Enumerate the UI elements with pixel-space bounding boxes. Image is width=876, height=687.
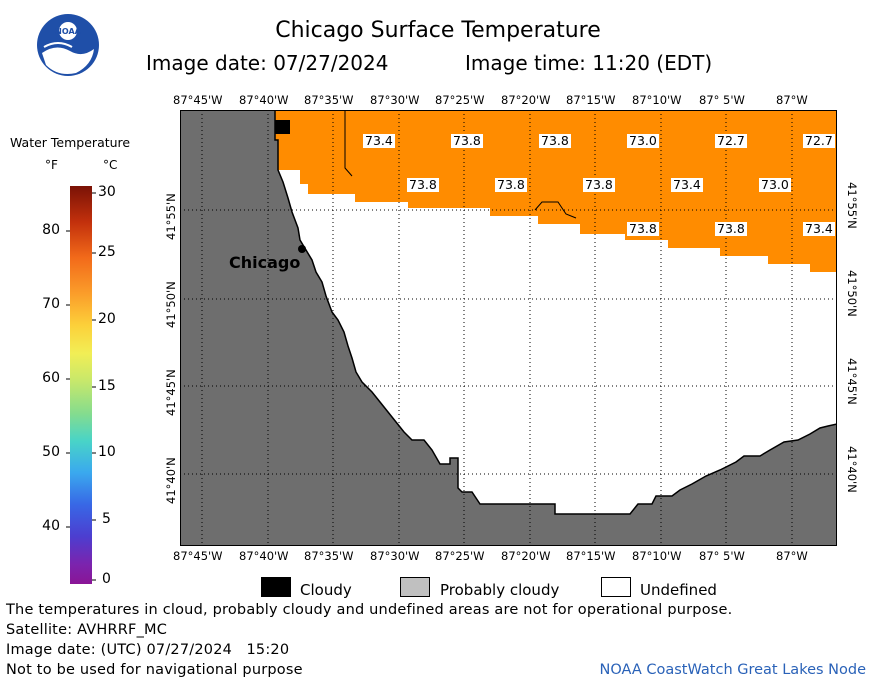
unit-fahrenheit: °F <box>45 158 58 172</box>
temperature-label: 72.7 <box>803 133 835 148</box>
scale-c-25: 25 <box>98 244 116 260</box>
latitude-label-right: 41°45'N <box>845 358 859 405</box>
probably-cloudy-swatch <box>400 577 430 597</box>
temperature-label: 73.0 <box>759 177 791 192</box>
longitude-label-top: 87°W <box>776 93 808 107</box>
latitude-label-left: 41°40'N <box>164 457 178 504</box>
svg-text:NOAA: NOAA <box>55 27 81 36</box>
latitude-label-right: 41°40'N <box>845 446 859 493</box>
temperature-label: 73.4 <box>363 133 395 148</box>
temperature-label: 73.0 <box>627 133 659 148</box>
temperature-label: 73.8 <box>451 133 483 148</box>
scale-c-20: 20 <box>98 311 116 327</box>
latitude-label-left: 41°50'N <box>164 281 178 328</box>
longitude-label-top: 87°10'W <box>632 93 682 107</box>
longitude-label-bottom: 87°20'W <box>501 549 551 563</box>
temperature-label: 73.8 <box>583 177 615 192</box>
longitude-label-top: 87°30'W <box>370 93 420 107</box>
satellite-text: Satellite: AVHRRF_MC <box>6 622 168 638</box>
credit-text: NOAA CoastWatch Great Lakes Node <box>599 662 866 678</box>
scale-f-50: 50 <box>42 444 60 460</box>
longitude-label-bottom: 87°25'W <box>435 549 485 563</box>
noaa-logo: NOAA <box>37 14 99 76</box>
longitude-label-top: 87°45'W <box>173 93 223 107</box>
scale-f-80: 80 <box>42 222 60 238</box>
latitude-label-left: 41°45'N <box>164 369 178 416</box>
scale-f-70: 70 <box>42 296 60 312</box>
utc-date-text: Image date: (UTC) 07/27/2024 15:20 <box>6 642 290 658</box>
longitude-label-bottom: 87° 5'W <box>699 549 745 563</box>
longitude-label-bottom: 87°30'W <box>370 549 420 563</box>
longitude-label-top: 87°20'W <box>501 93 551 107</box>
city-label-chicago: Chicago <box>229 253 301 272</box>
scale-c-5: 5 <box>102 511 111 527</box>
temperature-label: 73.4 <box>671 177 703 192</box>
map-area <box>180 110 837 546</box>
longitude-label-bottom: 87°35'W <box>304 549 354 563</box>
temperature-label: 73.8 <box>715 221 747 236</box>
scale-c-30: 30 <box>98 184 116 200</box>
chicago-marker <box>298 245 306 253</box>
temperature-label: 73.4 <box>803 221 835 236</box>
map-title: Chicago Surface Temperature <box>275 18 601 43</box>
scale-c-10: 10 <box>98 444 116 460</box>
longitude-label-top: 87°15'W <box>566 93 616 107</box>
legend-title: Water Temperature <box>10 135 131 150</box>
longitude-label-bottom: 87°10'W <box>632 549 682 563</box>
temperature-label: 73.8 <box>539 133 571 148</box>
image-time: Image time: 11:20 (EDT) <box>465 51 713 75</box>
cloudy-pixel <box>275 120 290 134</box>
unit-celsius: °C <box>103 158 118 172</box>
scale-f-40: 40 <box>42 518 60 534</box>
longitude-label-top: 87° 5'W <box>699 93 745 107</box>
undefined-swatch <box>601 577 631 597</box>
latitude-label-right: 41°50'N <box>845 270 859 317</box>
image-date: Image date: 07/27/2024 <box>146 51 389 75</box>
longitude-label-top: 87°25'W <box>435 93 485 107</box>
longitude-label-top: 87°35'W <box>304 93 354 107</box>
water-temperature-region <box>275 110 837 272</box>
temperature-label: 72.7 <box>715 133 747 148</box>
longitude-label-top: 87°40'W <box>239 93 289 107</box>
navigation-warning: Not to be used for navigational purpose <box>6 662 303 678</box>
probably-cloudy-label: Probably cloudy <box>440 581 560 599</box>
disclaimer-text: The temperatures in cloud, probably clou… <box>6 602 733 618</box>
latitude-label-right: 41°55'N <box>845 182 859 229</box>
scale-ticks <box>66 192 96 581</box>
cloudy-swatch <box>261 577 291 597</box>
temperature-label: 73.8 <box>627 221 659 236</box>
longitude-label-bottom: 87°W <box>776 549 808 563</box>
longitude-label-bottom: 87°40'W <box>239 549 289 563</box>
scale-c-0: 0 <box>102 571 111 587</box>
temperature-label: 73.8 <box>495 177 527 192</box>
land-region <box>180 110 837 546</box>
temperature-label: 73.8 <box>407 177 439 192</box>
color-scale-bar <box>70 186 92 584</box>
undefined-label: Undefined <box>640 581 717 599</box>
scale-f-60: 60 <box>42 370 60 386</box>
scale-c-15: 15 <box>98 378 116 394</box>
cloudy-label: Cloudy <box>300 581 352 599</box>
longitude-label-bottom: 87°45'W <box>173 549 223 563</box>
longitude-label-bottom: 87°15'W <box>566 549 616 563</box>
latitude-label-left: 41°55'N <box>164 193 178 240</box>
